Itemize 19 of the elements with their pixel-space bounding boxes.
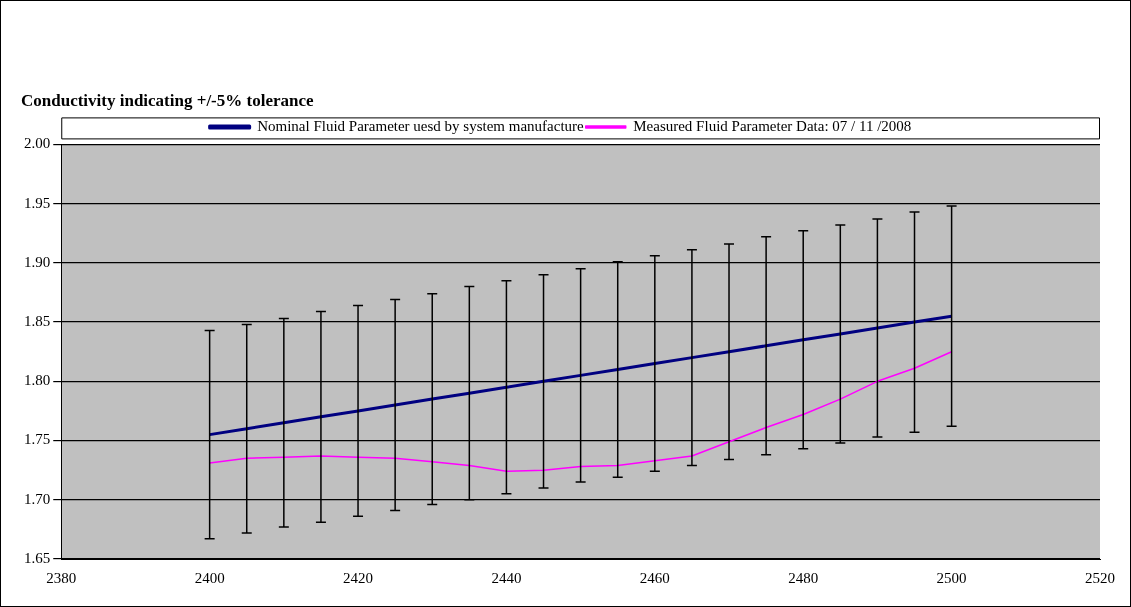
y-tick-label: 1.65	[24, 549, 51, 566]
x-tick-label: 2380	[46, 569, 77, 586]
y-tick-label: 1.85	[24, 313, 51, 330]
chart-title: Conductivity indicating +/-5% tolerance	[21, 90, 314, 110]
y-tick-label: 1.95	[24, 194, 51, 211]
x-tick-label: 2500	[936, 569, 967, 586]
x-tick-label: 2400	[194, 569, 225, 586]
x-tick-label: 2480	[788, 569, 819, 586]
y-tick-label: 1.75	[24, 431, 51, 448]
y-tick-label: 1.90	[24, 253, 51, 270]
y-tick-label: 2.00	[24, 135, 51, 152]
x-tick-label: 2460	[639, 569, 670, 586]
x-tick-label: 2440	[491, 569, 522, 586]
legend-label: Measured Fluid Parameter Data: 07 / 11 /2008	[633, 117, 912, 134]
legend-label: Nominal Fluid Parameter uesd by system manufacture	[257, 117, 585, 134]
x-tick-label: 2520	[1085, 569, 1115, 586]
y-tick-label: 1.70	[24, 490, 51, 507]
y-tick-label: 1.80	[24, 372, 51, 389]
x-tick-label: 2420	[343, 569, 374, 586]
